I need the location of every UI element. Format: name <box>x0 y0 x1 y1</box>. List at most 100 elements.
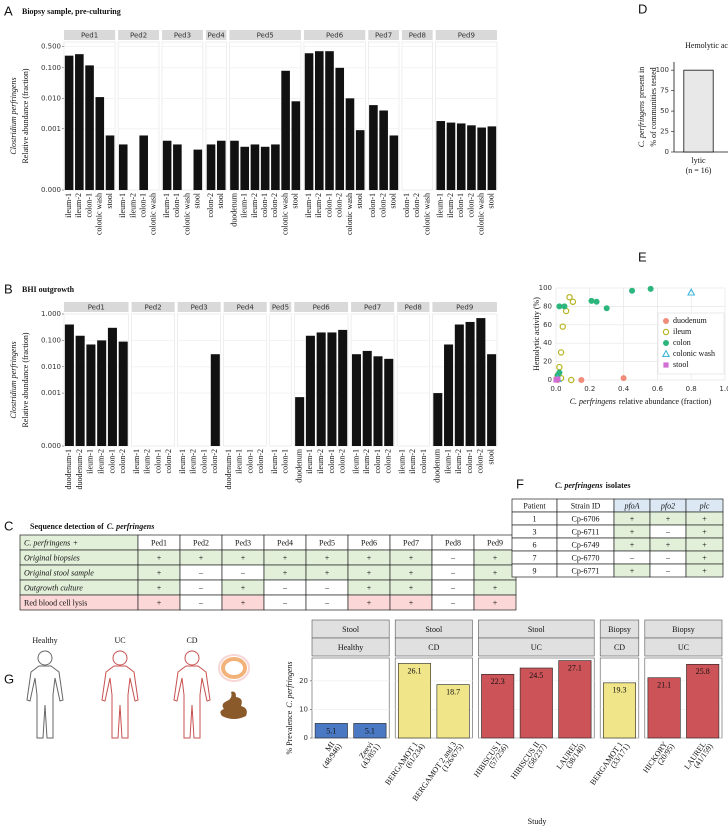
facet-strip <box>644 637 723 657</box>
x-tick-label: ileum-2 <box>143 449 152 474</box>
value-label: 26.1 <box>408 666 422 675</box>
table-header-part: C. perfringens <box>24 538 70 547</box>
point <box>593 298 600 305</box>
y-tick-label: 0 <box>304 734 308 742</box>
facet-strip <box>162 30 203 40</box>
table-cell-text: – <box>198 583 204 592</box>
panel-letter: C <box>4 518 13 533</box>
bar <box>384 358 394 446</box>
y-tick-label: 100 <box>539 284 552 292</box>
y-tick-label: 100 <box>656 66 669 74</box>
x-tick-label: duodenum-2 <box>75 449 84 489</box>
x-tick-label: colon-1 <box>245 449 254 473</box>
bar <box>210 354 220 446</box>
facet-label: Ped5 <box>272 304 289 312</box>
table-cell-text: Cp-6770 <box>572 553 600 562</box>
x-tick-label: 0.6 <box>652 385 664 393</box>
x-tick-label: duodenum <box>229 192 238 227</box>
table-cell-text: Cp-6771 <box>572 566 600 575</box>
facet-strip <box>303 30 366 40</box>
y-axis-label: % of communities tested <box>649 67 658 146</box>
table-cell-text: – <box>665 553 671 562</box>
bar <box>95 97 105 190</box>
bar <box>86 344 96 446</box>
x-tick-label: colon-1 <box>139 193 148 217</box>
bar <box>271 144 280 190</box>
x-tick-label: colon-1 <box>324 193 333 217</box>
x-tick-label: colon-2 <box>335 193 344 217</box>
legend <box>657 312 725 375</box>
x-tick-label: duodenum-1 <box>64 449 73 489</box>
table-cell-text: 1 <box>533 514 537 523</box>
x-tick-label: colonic wash <box>95 193 104 235</box>
point <box>556 303 563 310</box>
table-title-part: C. perfringens <box>107 522 155 531</box>
chart-title: Hemolytic activity <box>685 41 728 50</box>
y-tick-label: 80 <box>543 302 552 310</box>
facet-strip <box>435 30 497 40</box>
bar <box>85 65 94 190</box>
x-tick-label: colon-2 <box>118 449 127 473</box>
table-cell-text: – <box>198 568 204 577</box>
x-tick-label: ileum-2 <box>96 449 105 474</box>
bar <box>379 110 388 190</box>
x-tick-note: (n = 16) <box>686 166 712 175</box>
bar <box>305 335 315 446</box>
facet-label: Stool <box>425 625 443 634</box>
table-cell-text: + <box>241 583 246 592</box>
facet-strip <box>64 302 129 312</box>
table-header: Ped1 <box>151 538 167 547</box>
bar <box>316 332 326 446</box>
y-tick-label: 1.000 <box>41 310 61 318</box>
x-axis-label-part: C. perfringens <box>570 397 616 406</box>
x-tick-label: ileum-1 <box>305 449 314 474</box>
y-tick-label: 0.010 <box>41 363 61 371</box>
table-cell-text: + <box>199 553 204 562</box>
bar <box>250 144 260 190</box>
point <box>561 303 568 310</box>
point <box>687 288 696 296</box>
bar <box>467 125 476 190</box>
x-tick-label: ileum-2 <box>446 193 455 218</box>
point <box>555 376 561 382</box>
facet-label: Ped5 <box>257 32 274 40</box>
table-cell-text: – <box>282 583 288 592</box>
x-tick-label: ileum-1 <box>304 193 313 218</box>
y-tick-label: 0.000 <box>41 442 61 450</box>
facet-strip <box>351 302 395 312</box>
table-cell <box>685 563 724 578</box>
facet-strip <box>229 30 301 40</box>
panel-letter: B <box>4 281 13 296</box>
facet-strip <box>311 637 390 657</box>
bar <box>314 51 324 191</box>
facet-panel <box>63 313 129 447</box>
table-cell-text: + <box>702 527 707 536</box>
legend-marker <box>662 328 670 336</box>
facet-label: Ped6 <box>326 32 344 40</box>
table-cell-text: – <box>450 553 456 562</box>
illustration <box>26 650 250 739</box>
facet-label: CD <box>614 643 625 652</box>
facet-strip <box>432 302 497 312</box>
bar <box>325 51 334 191</box>
row-label: Original stool sample <box>24 568 94 577</box>
x-tick-label: colon-1 <box>368 193 377 217</box>
point <box>588 297 595 304</box>
bar <box>64 55 74 191</box>
x-tick-label: colon-2 <box>378 193 387 217</box>
table-cell <box>473 594 517 611</box>
y-tick-label: 40 <box>543 339 552 347</box>
table-cell-text: + <box>702 566 707 575</box>
row-label: Original biopsies <box>24 553 80 562</box>
value-label: 21.1 <box>657 681 671 690</box>
table-cell-text: – <box>450 568 456 577</box>
x-tick-label: colon-1 <box>260 193 269 217</box>
table-cell-text: + <box>157 583 162 592</box>
legend-label: duodenum <box>673 316 708 325</box>
x-tick-label: colon-2 <box>384 449 393 473</box>
bar <box>436 121 446 190</box>
value-label: 5.1 <box>326 726 336 735</box>
y-axis-label-part: % Prevalence <box>285 710 294 754</box>
bar <box>118 341 128 446</box>
illustration-label: CD <box>186 636 197 645</box>
